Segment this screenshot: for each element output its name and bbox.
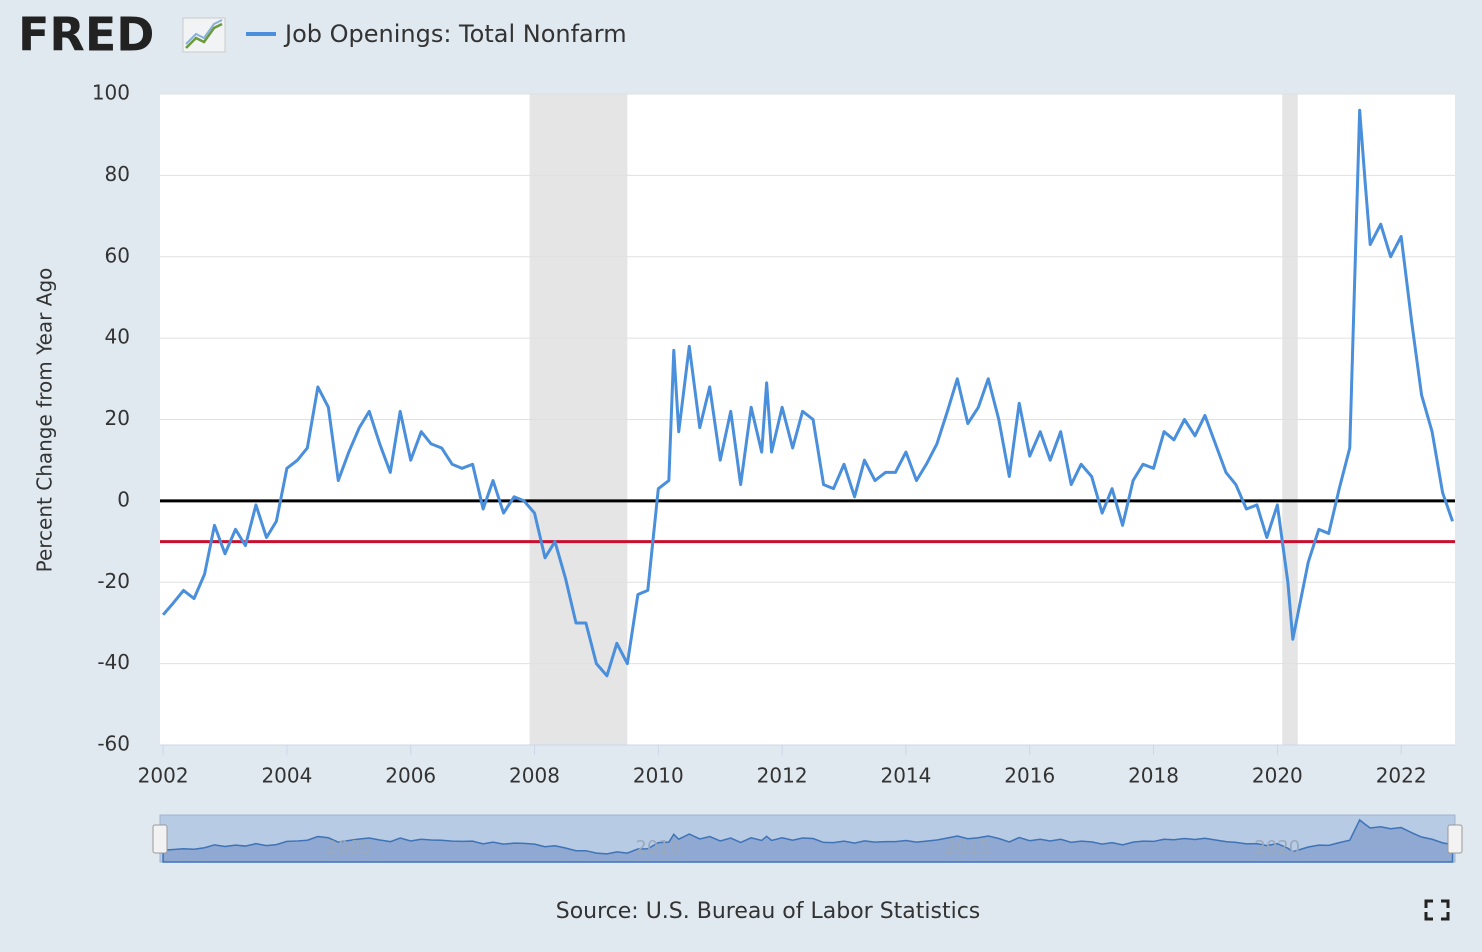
y-tick-label: 100 [92, 81, 130, 105]
x-tick-label: 2008 [509, 764, 560, 788]
y-tick-label: 0 [117, 487, 130, 511]
navigator-tick-label: 2010 [635, 837, 681, 858]
y-tick-label: 60 [105, 243, 130, 267]
x-tick-label: 2006 [385, 764, 436, 788]
navigator-tick-label: 2015 [945, 837, 991, 858]
legend-label: Job Openings: Total Nonfarm [283, 20, 627, 48]
y-tick-label: -40 [97, 650, 130, 674]
y-tick-label: -20 [97, 569, 130, 593]
x-tick-label: 2014 [880, 764, 931, 788]
data-line [161, 108, 1454, 678]
y-tick-label: 20 [105, 406, 130, 430]
y-tick-label: -60 [97, 732, 130, 756]
logo-icon [182, 17, 226, 53]
x-tick-label: 2020 [1252, 764, 1303, 788]
navigator-tick-label: 2020 [1254, 837, 1300, 858]
x-tick-label: 2002 [138, 764, 189, 788]
x-tick-label: 2016 [1004, 764, 1055, 788]
x-tick-label: 2004 [261, 764, 312, 788]
y-axis-label: Percent Change from Year Ago [33, 268, 57, 573]
y-tick-label: 40 [105, 325, 130, 349]
x-tick-label: 2018 [1128, 764, 1179, 788]
fullscreen-icon[interactable] [1424, 899, 1450, 921]
x-tick-label: 2022 [1376, 764, 1427, 788]
logo: FRED [18, 8, 154, 62]
navigator-handle[interactable] [152, 824, 168, 854]
source: Source: U.S. Bureau of Labor Statistics [556, 899, 981, 924]
x-tick-label: 2012 [757, 764, 808, 788]
navigator-tick-label: 2005 [326, 837, 372, 858]
navigator-area [162, 818, 1454, 863]
navigator-handle[interactable] [1447, 824, 1463, 854]
x-tick-label: 2010 [633, 764, 684, 788]
y-tick-label: 80 [105, 162, 130, 186]
